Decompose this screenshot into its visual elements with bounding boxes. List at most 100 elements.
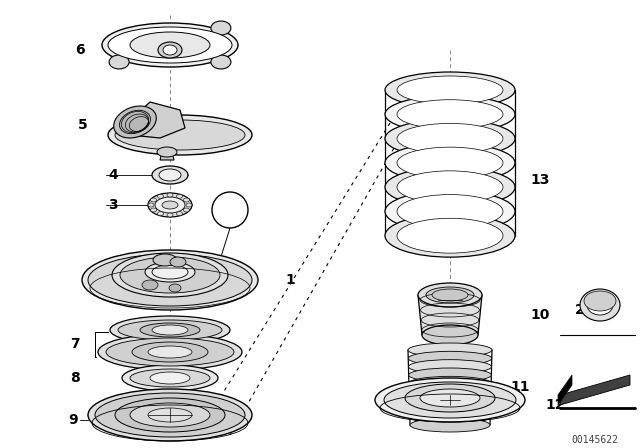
- Polygon shape: [560, 375, 630, 405]
- Ellipse shape: [184, 208, 189, 212]
- Ellipse shape: [405, 384, 495, 412]
- Ellipse shape: [422, 325, 478, 345]
- Ellipse shape: [426, 287, 474, 303]
- Ellipse shape: [420, 389, 480, 407]
- Ellipse shape: [397, 76, 503, 104]
- Ellipse shape: [108, 115, 252, 155]
- Ellipse shape: [108, 27, 232, 63]
- Ellipse shape: [95, 393, 245, 437]
- Ellipse shape: [397, 218, 503, 253]
- Ellipse shape: [122, 365, 218, 391]
- Ellipse shape: [162, 201, 178, 209]
- Ellipse shape: [82, 250, 258, 310]
- Ellipse shape: [150, 198, 157, 202]
- Text: 9: 9: [68, 413, 78, 427]
- Ellipse shape: [408, 351, 492, 365]
- Ellipse shape: [120, 110, 150, 134]
- Ellipse shape: [177, 211, 182, 215]
- Ellipse shape: [130, 369, 210, 387]
- Ellipse shape: [148, 193, 192, 217]
- Ellipse shape: [375, 378, 525, 422]
- Ellipse shape: [397, 100, 503, 129]
- Text: 5: 5: [78, 118, 88, 132]
- Ellipse shape: [385, 214, 515, 257]
- Ellipse shape: [148, 203, 154, 207]
- Polygon shape: [558, 375, 572, 405]
- Ellipse shape: [167, 213, 173, 217]
- Ellipse shape: [140, 323, 200, 337]
- Text: 11: 11: [510, 380, 529, 394]
- Ellipse shape: [385, 190, 515, 232]
- Ellipse shape: [385, 96, 515, 133]
- Ellipse shape: [120, 257, 220, 293]
- Ellipse shape: [169, 284, 181, 292]
- Ellipse shape: [385, 167, 515, 207]
- Text: 13: 13: [530, 173, 549, 187]
- Polygon shape: [418, 295, 482, 335]
- Ellipse shape: [130, 32, 210, 58]
- Ellipse shape: [385, 120, 515, 158]
- Ellipse shape: [384, 382, 516, 418]
- Ellipse shape: [130, 403, 210, 427]
- Ellipse shape: [148, 408, 192, 422]
- Text: 8: 8: [70, 371, 80, 385]
- Ellipse shape: [155, 197, 185, 213]
- Ellipse shape: [409, 385, 491, 399]
- Ellipse shape: [145, 262, 195, 282]
- Ellipse shape: [163, 45, 177, 55]
- Ellipse shape: [118, 320, 222, 340]
- Text: 1: 1: [285, 273, 295, 287]
- Text: 00145622: 00145622: [572, 435, 618, 445]
- Ellipse shape: [408, 343, 492, 357]
- Ellipse shape: [112, 253, 228, 297]
- Ellipse shape: [150, 208, 157, 212]
- Ellipse shape: [432, 289, 468, 301]
- Ellipse shape: [152, 166, 188, 184]
- Ellipse shape: [584, 291, 616, 311]
- Ellipse shape: [408, 360, 492, 374]
- Ellipse shape: [177, 194, 182, 198]
- Ellipse shape: [410, 393, 491, 407]
- Ellipse shape: [211, 55, 231, 69]
- Ellipse shape: [184, 198, 189, 202]
- Ellipse shape: [409, 368, 492, 382]
- Ellipse shape: [152, 265, 188, 279]
- Ellipse shape: [409, 376, 491, 390]
- Ellipse shape: [186, 203, 192, 207]
- Ellipse shape: [157, 147, 177, 157]
- Ellipse shape: [88, 389, 252, 441]
- Text: 2: 2: [575, 303, 585, 317]
- Ellipse shape: [418, 283, 482, 307]
- Text: 2: 2: [225, 203, 235, 217]
- Ellipse shape: [158, 42, 182, 58]
- Ellipse shape: [132, 342, 208, 362]
- Ellipse shape: [157, 211, 163, 215]
- Ellipse shape: [115, 398, 225, 432]
- Ellipse shape: [397, 147, 503, 179]
- Ellipse shape: [157, 194, 163, 198]
- Ellipse shape: [587, 295, 613, 315]
- Text: 12: 12: [545, 398, 564, 412]
- Ellipse shape: [410, 418, 490, 432]
- Polygon shape: [125, 102, 185, 138]
- Ellipse shape: [142, 280, 158, 290]
- Ellipse shape: [385, 72, 515, 108]
- Ellipse shape: [153, 254, 177, 266]
- Ellipse shape: [167, 193, 173, 197]
- Ellipse shape: [88, 254, 252, 306]
- Ellipse shape: [102, 23, 238, 67]
- Ellipse shape: [115, 120, 245, 150]
- Circle shape: [212, 192, 248, 228]
- Ellipse shape: [152, 325, 188, 335]
- Ellipse shape: [148, 346, 192, 358]
- Text: 10: 10: [530, 308, 549, 322]
- Ellipse shape: [410, 401, 490, 415]
- Ellipse shape: [385, 143, 515, 183]
- Ellipse shape: [106, 338, 234, 366]
- Ellipse shape: [110, 316, 230, 344]
- Ellipse shape: [109, 55, 129, 69]
- Polygon shape: [160, 152, 174, 160]
- Ellipse shape: [397, 171, 503, 203]
- Text: 7: 7: [70, 337, 80, 351]
- Ellipse shape: [98, 334, 242, 370]
